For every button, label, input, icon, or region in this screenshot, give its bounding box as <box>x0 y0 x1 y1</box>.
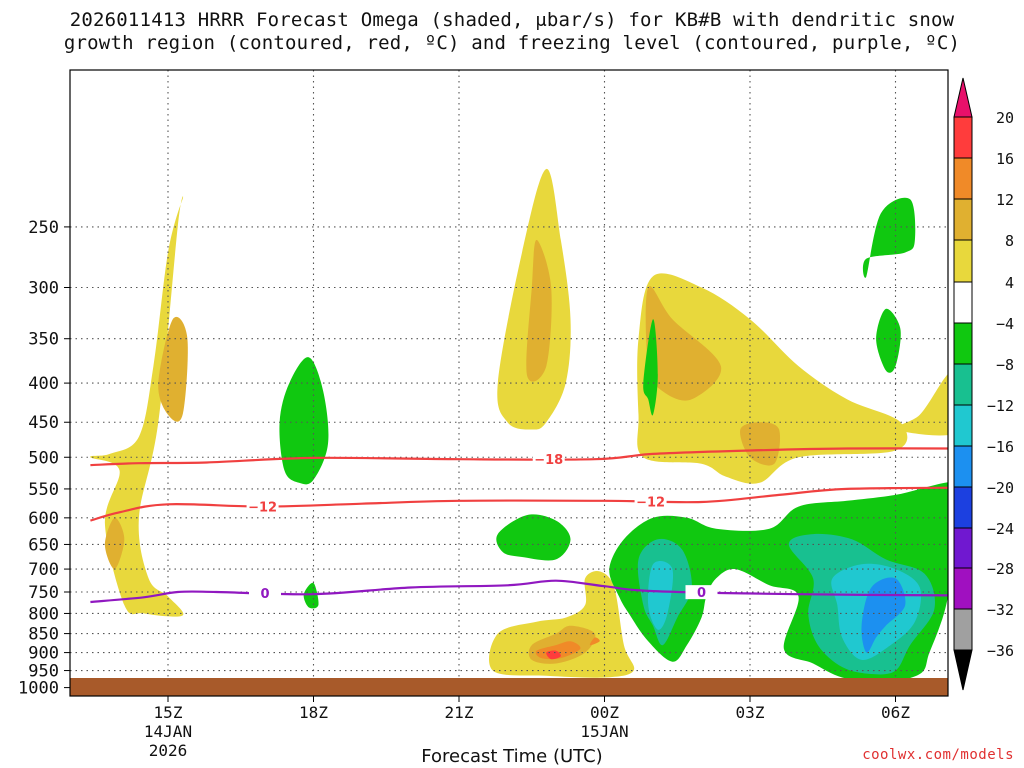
y-tick-label-750: 750 <box>28 583 59 603</box>
colorbar-segment-5 <box>953 322 973 365</box>
x-tick-date-00Z: 15JAN <box>580 722 628 741</box>
omega-region-4-1 <box>303 582 319 609</box>
colorbar-label-6: −8 <box>996 356 1014 374</box>
contour-line-2 <box>90 579 948 604</box>
colorbar-segment-9 <box>953 486 973 529</box>
x-tick-label-21Z: 21Z <box>445 703 474 722</box>
omega-region-4-3 <box>643 319 658 416</box>
y-tick-label-600: 600 <box>28 509 59 529</box>
omega-region-4-0 <box>279 357 329 485</box>
contour-label-bg-2-0 <box>249 586 281 601</box>
x-tick-label-03Z: 03Z <box>736 703 765 722</box>
contour-label-bg-1-1 <box>634 494 667 509</box>
colorbar-label-3: 8 <box>1005 232 1014 250</box>
colorbar-bottom-arrow <box>953 649 973 691</box>
y-tick-label-450: 450 <box>28 413 59 433</box>
y-tick-label-350: 350 <box>28 330 59 350</box>
contour-line-1 <box>90 486 948 522</box>
colorbar-segment-7 <box>953 404 973 447</box>
ground-surface <box>70 678 948 696</box>
y-tick-label-650: 650 <box>28 535 59 555</box>
colorbar-segment-6 <box>953 363 973 406</box>
colorbar-segment-2 <box>953 198 973 241</box>
grid-lines <box>70 70 948 696</box>
colorbar-label-13: −36 <box>987 642 1014 660</box>
omega-region-1-1 <box>526 239 552 382</box>
colorbar-label-5: −4 <box>996 315 1014 333</box>
colorbar-label-12: −32 <box>987 601 1014 619</box>
colorbar-label-8: −16 <box>987 438 1014 456</box>
colorbar-top-arrow <box>953 77 973 118</box>
y-tick-label-1000: 1000 <box>18 679 59 699</box>
contour-label-0-0: −18 <box>534 453 563 468</box>
x-axis-label: Forecast Time (UTC) <box>421 746 603 767</box>
x-tick-label-15Z: 15Z <box>154 703 183 722</box>
colorbar-segment-0 <box>953 116 973 159</box>
colorbar-label-0: 20 <box>996 109 1014 127</box>
colorbar-segment-4 <box>953 281 973 324</box>
y-tick-label-800: 800 <box>28 604 59 624</box>
x-tick-label-06Z: 06Z <box>881 703 910 722</box>
x-tick-year-15Z: 2026 <box>149 741 188 760</box>
colorbar-label-9: −20 <box>987 479 1014 497</box>
colorbar-label-7: −12 <box>987 397 1014 415</box>
contour-label-bg-1-0 <box>246 499 279 514</box>
omega-region-0-0 <box>90 196 184 617</box>
contour-label-1-0: −12 <box>248 501 277 516</box>
omega-region-4-5 <box>862 197 916 278</box>
y-tick-label-900: 900 <box>28 644 59 664</box>
y-tick-label-950: 950 <box>28 662 59 682</box>
colorbar-label-10: −24 <box>987 520 1014 538</box>
contour-line-0 <box>90 447 948 467</box>
colorbar-segment-12 <box>953 608 973 651</box>
omega-region-2-1 <box>589 637 600 646</box>
omega-region-4-2 <box>496 514 571 561</box>
colorbar-segment-8 <box>953 445 973 488</box>
x-tick-date-15Z: 14JAN <box>144 722 192 741</box>
y-tick-label-300: 300 <box>28 278 59 298</box>
pressure-axis: 2503003504004505005506006507007508008509… <box>18 218 70 699</box>
y-tick-label-550: 550 <box>28 480 59 500</box>
y-tick-label-700: 700 <box>28 560 59 580</box>
omega-region-1-0 <box>158 316 188 422</box>
omega-region-0-2 <box>488 571 635 678</box>
colorbar-segment-11 <box>953 567 973 610</box>
temperature-contours: −18 −12 −12 0 0 <box>90 447 948 604</box>
y-tick-label-250: 250 <box>28 218 59 238</box>
chart-title-line-2: growth region (contoured, red, ºC) and f… <box>63 32 961 54</box>
x-tick-label-00Z: 00Z <box>590 703 619 722</box>
x-tick-label-18Z: 18Z <box>299 703 328 722</box>
colorbar-label-11: −28 <box>987 560 1014 578</box>
colorbar-label-2: 12 <box>996 191 1014 209</box>
colorbar-label-1: 16 <box>996 150 1014 168</box>
chart-title-line-1: 2026011413 HRRR Forecast Omega (shaded, … <box>69 9 955 31</box>
colorbar-label-4: 4 <box>1005 274 1014 292</box>
omega-region-1-2 <box>645 286 722 401</box>
contour-label-1-1: −12 <box>636 495 665 510</box>
site-credit: coolwx.com/models <box>862 747 1014 763</box>
colorbar-segment-10 <box>953 527 973 569</box>
y-tick-label-500: 500 <box>28 448 59 468</box>
contour-label-bg-0-0 <box>532 452 565 467</box>
contour-label-bg-2-1 <box>685 585 718 600</box>
contour-label-2-0: 0 <box>260 587 269 602</box>
y-tick-label-850: 850 <box>28 625 59 645</box>
omega-region-0-3 <box>637 273 908 484</box>
colorbar-segment-1 <box>953 157 973 200</box>
shaded-omega-regions <box>90 168 948 683</box>
y-tick-label-400: 400 <box>28 374 59 394</box>
omega-region-6-0 <box>647 561 674 630</box>
omega-region-7-0 <box>861 577 906 653</box>
omega-colorbar: 20 16 12 8 4 −4 −8 −12 −16 −20 −24 −28 −32 −36 <box>953 77 1014 691</box>
omega-region-4-6 <box>876 308 901 373</box>
omega-region-1-5 <box>104 517 125 570</box>
omega-region-0-4 <box>894 373 948 436</box>
colorbar-segment-3 <box>953 239 973 283</box>
contour-label-2-1: 0 <box>697 586 706 601</box>
